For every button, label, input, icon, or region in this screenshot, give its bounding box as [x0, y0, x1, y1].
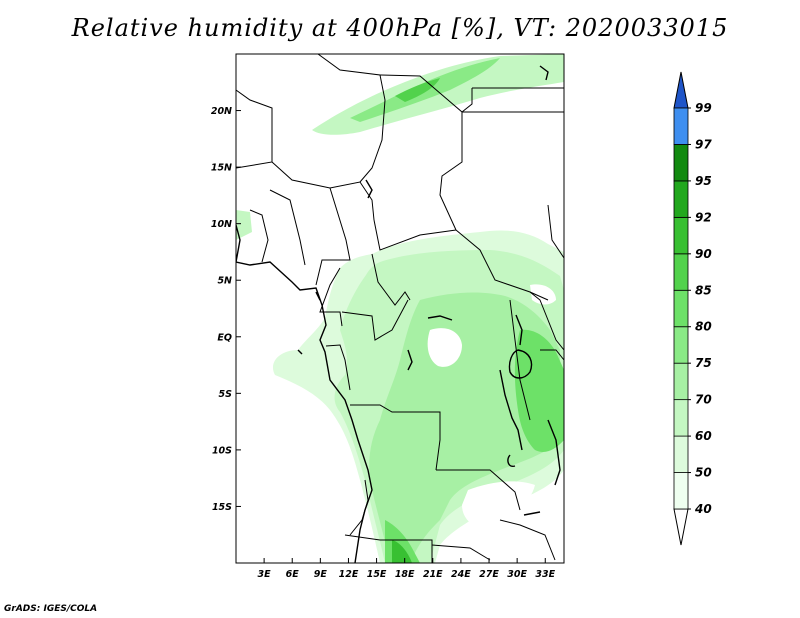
humidity-west-coast	[236, 210, 252, 240]
lat-tick-label: 5S	[219, 389, 233, 400]
colorbar-label: 99	[695, 101, 712, 115]
grads-credit: GrADS: IGES/COLA	[4, 604, 98, 614]
colorbar-swatch	[673, 289, 689, 328]
colorbar-below-triangle	[673, 508, 689, 546]
lat-tick-label: 5N	[217, 276, 232, 287]
map-frame	[235, 53, 565, 564]
lon-tick-label: 27E	[479, 569, 499, 580]
map-title: Relative humidity at 400hPa [%], VT: 202…	[71, 14, 729, 42]
colorbar-swatch	[673, 180, 689, 218]
coastlines	[236, 65, 561, 563]
lon-tick-label: 12E	[339, 569, 359, 580]
colorbar-label: 85	[695, 283, 712, 297]
lon-tick-label: 30E	[507, 569, 527, 580]
colorbar: 40 50 60 70 75 80 85 90 92 95 97 99	[673, 71, 712, 546]
lon-tick-label: 24E	[451, 569, 471, 580]
colorbar-label: 95	[695, 174, 712, 188]
lon-tick-label: 6E	[286, 569, 300, 580]
colorbar-swatch	[673, 399, 689, 437]
colorbar-label: 80	[695, 320, 712, 334]
colorbar-label: 92	[695, 210, 712, 224]
colorbar-swatch	[673, 472, 689, 510]
humidity-field	[236, 54, 564, 563]
colorbar-label: 50	[695, 466, 712, 480]
lon-tick-label: 3E	[258, 569, 272, 580]
humidity-dry-pocket-1	[427, 328, 462, 367]
colorbar-above-triangle	[673, 71, 689, 109]
lat-tick-label: 20N	[211, 106, 232, 117]
colorbar-swatch	[673, 435, 689, 473]
lon-tick-label: 21E	[423, 569, 443, 580]
colorbar-swatch	[673, 326, 689, 364]
country-borders	[236, 54, 564, 563]
lon-tick-label: 9E	[314, 569, 328, 580]
humidity-east-high	[514, 329, 564, 452]
humidity-dry-pocket-3	[530, 284, 556, 305]
humidity-south-max	[392, 540, 412, 563]
lat-tick-label: 15N	[211, 163, 232, 174]
colorbar-swatch	[673, 144, 689, 182]
map-axes: 3E 6E 9E 12E 15E 18E 21E 24E 27E 30E 33E 20N 15N 10N 5…	[211, 106, 556, 580]
lat-tick-label: 10S	[212, 445, 232, 456]
colorbar-label: 70	[695, 393, 712, 407]
colorbar-swatch	[673, 107, 689, 145]
lon-tick-label: 18E	[395, 569, 415, 580]
colorbar-swatch	[673, 362, 689, 401]
colorbar-label: 40	[694, 502, 712, 516]
lat-tick-label: 15S	[212, 502, 232, 513]
lon-tick-label: 15E	[367, 569, 387, 580]
colorbar-label: 90	[695, 247, 712, 261]
lat-tick-label: 10N	[211, 219, 232, 230]
colorbar-swatch	[673, 253, 689, 291]
lon-tick-label: 33E	[535, 569, 555, 580]
colorbar-swatch	[673, 216, 689, 255]
colorbar-label: 60	[695, 429, 712, 443]
humidity-dry-pocket-2	[462, 481, 535, 529]
lat-tick-label: EQ	[217, 332, 232, 343]
humidity-main-high	[369, 292, 560, 563]
colorbar-label: 75	[695, 356, 712, 370]
colorbar-label: 97	[695, 137, 712, 151]
